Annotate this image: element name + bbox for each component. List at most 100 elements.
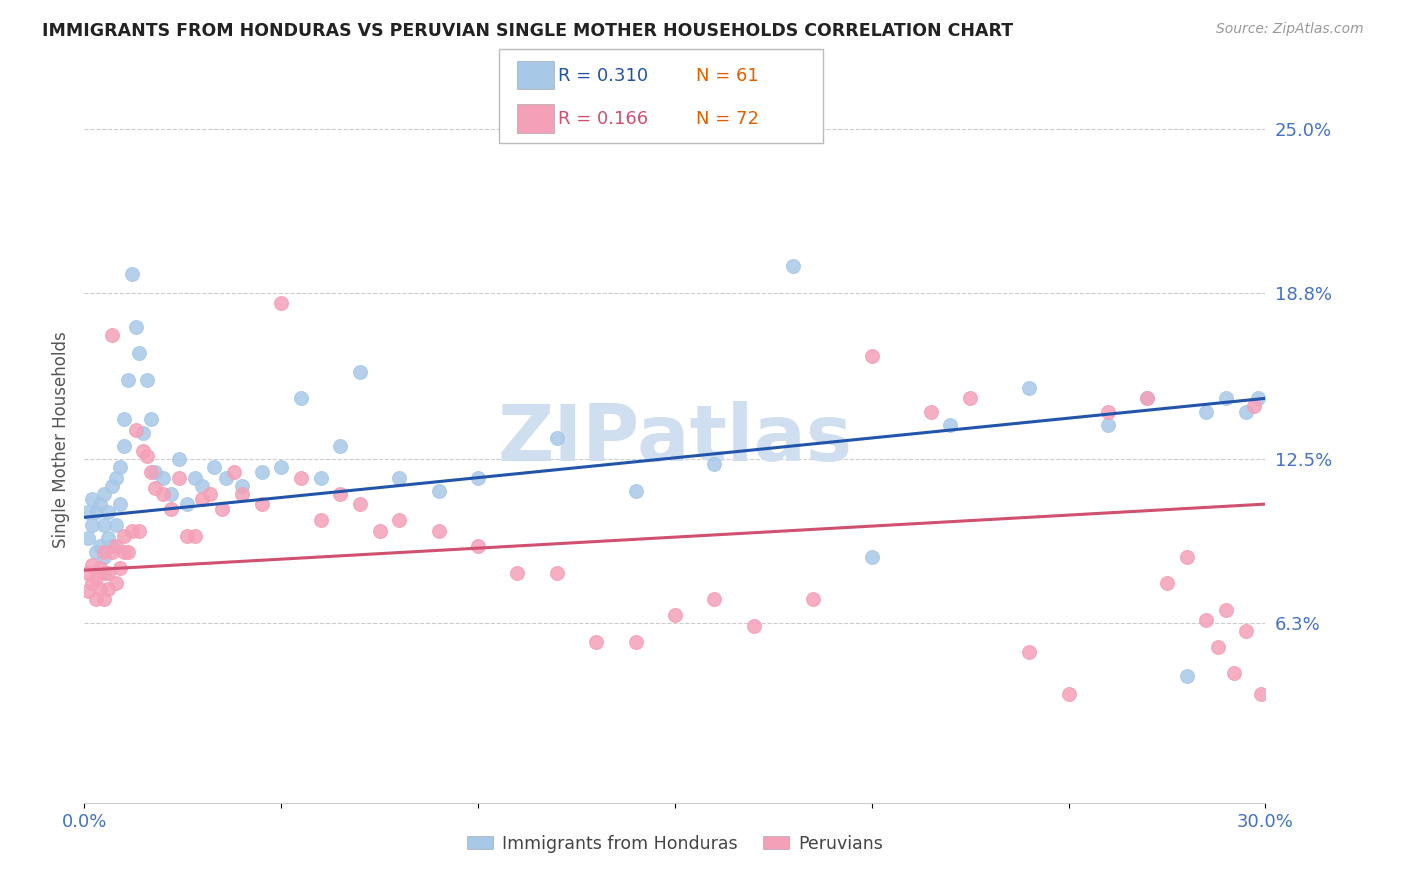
Point [112,412,135,426]
Point [128,524,150,538]
Point [624,634,647,648]
Point [782,259,804,273]
Point [427,524,450,538]
Text: ZIPatlas: ZIPatlas [498,401,852,477]
Point [128,346,150,360]
Point [104,470,127,484]
Point [167,470,190,484]
Text: R = 0.310: R = 0.310 [558,67,648,85]
Point [89,560,111,574]
Point [1018,645,1040,659]
Point [467,470,489,484]
Point [191,491,214,506]
Text: IMMIGRANTS FROM HONDURAS VS PERUVIAN SINGLE MOTHER HOUSEHOLDS CORRELATION CHART: IMMIGRANTS FROM HONDURAS VS PERUVIAN SIN… [42,22,1014,40]
Point [211,502,233,516]
Point [112,544,135,558]
Point [183,470,205,484]
Point [742,618,765,632]
Point [101,327,124,342]
Point [93,549,115,564]
Point [624,483,647,498]
Point [77,584,100,599]
Point [183,529,205,543]
Point [290,470,312,484]
Point [93,518,115,533]
Point [368,524,391,538]
Legend: Immigrants from Honduras, Peruvians: Immigrants from Honduras, Peruvians [460,828,890,860]
Point [388,513,411,527]
Point [270,296,292,310]
Point [215,470,238,484]
Point [77,566,100,580]
Point [860,349,883,363]
Point [108,460,131,475]
Point [270,460,292,475]
Point [1136,392,1159,406]
Point [176,529,198,543]
Point [200,486,222,500]
Point [920,404,942,418]
Point [84,592,107,607]
Point [82,518,104,533]
Point [585,634,607,648]
Point [82,558,104,572]
Point [101,478,124,492]
Y-axis label: Single Mother Households: Single Mother Households [52,331,70,548]
Point [89,582,111,596]
Point [121,267,143,281]
Point [93,566,115,580]
Point [117,373,139,387]
Point [202,460,225,475]
Point [1223,666,1246,681]
Point [89,540,111,554]
Point [112,439,135,453]
Point [82,491,104,506]
Point [1097,404,1119,418]
Point [93,486,115,500]
Point [108,560,131,574]
Point [546,566,568,580]
Point [152,470,174,484]
Point [231,478,253,492]
Point [250,466,273,480]
Point [1215,603,1237,617]
Point [77,505,100,519]
Point [703,458,725,472]
Point [939,417,962,432]
Point [1175,669,1198,683]
Point [132,444,155,458]
Point [309,513,332,527]
Point [121,524,143,538]
Point [93,544,115,558]
Point [101,540,124,554]
Point [141,412,163,426]
Text: R = 0.166: R = 0.166 [558,110,648,128]
Point [176,497,198,511]
Point [117,544,139,558]
Point [1136,392,1159,406]
Point [191,478,214,492]
Point [1057,687,1080,701]
Point [703,592,725,607]
Point [77,532,100,546]
Point [141,466,163,480]
Point [329,486,352,500]
Point [104,518,127,533]
Point [124,423,146,437]
Point [152,486,174,500]
Point [84,505,107,519]
Point [104,540,127,554]
Point [136,373,159,387]
Point [309,470,332,484]
Point [506,566,529,580]
Point [349,497,371,511]
Point [290,392,312,406]
Point [132,425,155,440]
Point [84,571,107,585]
Point [1250,687,1272,701]
Point [250,497,273,511]
Point [160,502,183,516]
Point [97,566,120,580]
Point [136,450,159,464]
Point [97,582,120,596]
